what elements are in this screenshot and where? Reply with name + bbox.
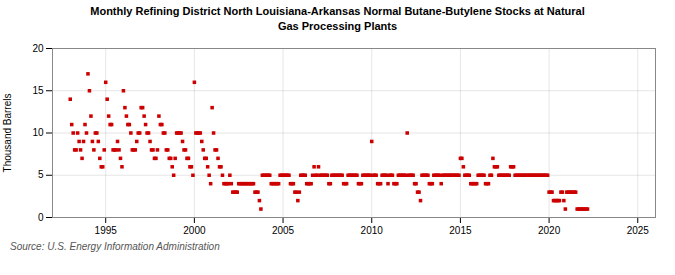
svg-text:2025: 2025	[627, 224, 650, 235]
svg-text:1995: 1995	[95, 224, 118, 235]
svg-text:2000: 2000	[183, 224, 206, 235]
svg-text:15: 15	[32, 85, 44, 96]
svg-text:2020: 2020	[538, 224, 561, 235]
svg-text:0: 0	[38, 211, 44, 222]
svg-text:2005: 2005	[272, 224, 295, 235]
svg-text:20: 20	[32, 42, 44, 53]
svg-text:2010: 2010	[361, 224, 384, 235]
svg-text:5: 5	[38, 169, 44, 180]
svg-text:Thousand Barrels: Thousand Barrels	[2, 93, 13, 172]
svg-text:2015: 2015	[449, 224, 472, 235]
html-text:Monthly Refining District Nort: Monthly Refining District North Louisian…	[90, 5, 585, 32]
html-text:Source: U.S. Energy Informatio: Source: U.S. Energy Information Administ…	[10, 240, 220, 252]
svg-text:10: 10	[32, 127, 44, 138]
